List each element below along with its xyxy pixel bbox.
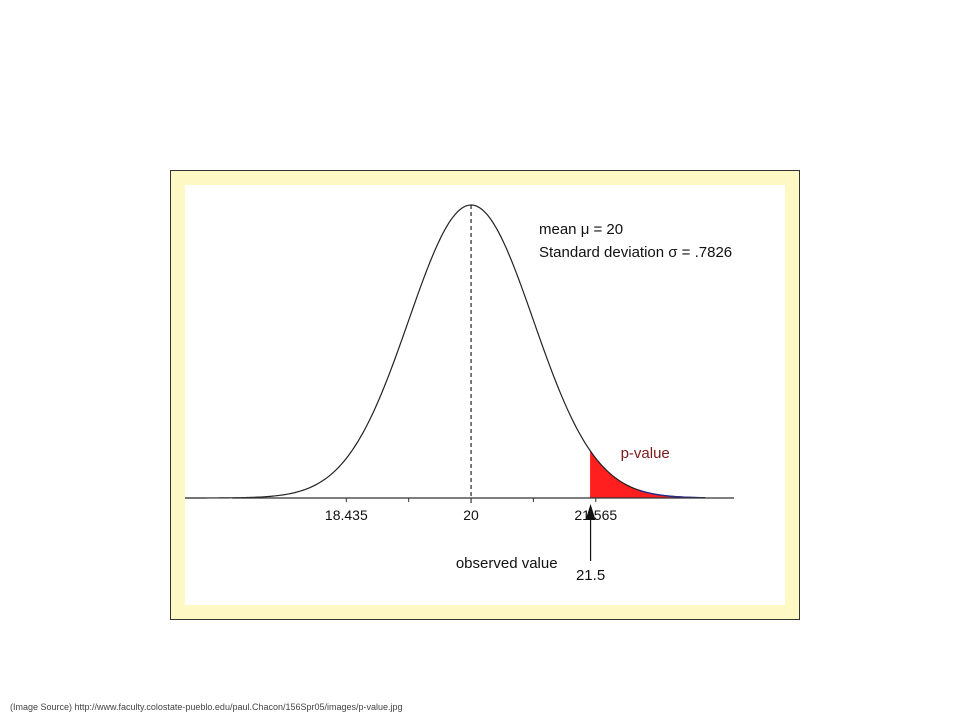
stat-sd-label: Standard deviation σ = .7826 [539,244,732,261]
tick-marks [345,498,597,502]
tick-labels: 18.435 20 21.565 [325,507,617,523]
image-source-note: (Image Source) http://www.faculty.colost… [10,702,403,712]
tick-label: 20 [463,507,479,523]
chart-frame: 18.435 20 21.565 mean μ = 20 Standard devi… [170,170,800,620]
observed-value-caption: observed value [456,555,558,572]
tick-label: 18.435 [325,507,368,523]
stat-mean-label: mean μ = 20 [539,221,623,238]
observed-arrow-head [585,504,596,520]
chart-panel: 18.435 20 21.565 mean μ = 20 Standard devi… [185,185,785,605]
p-value-label: p-value [621,445,670,462]
observed-value-label: 21.5 [576,567,605,584]
tick-label: 21.565 [574,507,617,523]
normal-distribution-chart: 18.435 20 21.565 mean μ = 20 Standard devi… [185,204,734,584]
